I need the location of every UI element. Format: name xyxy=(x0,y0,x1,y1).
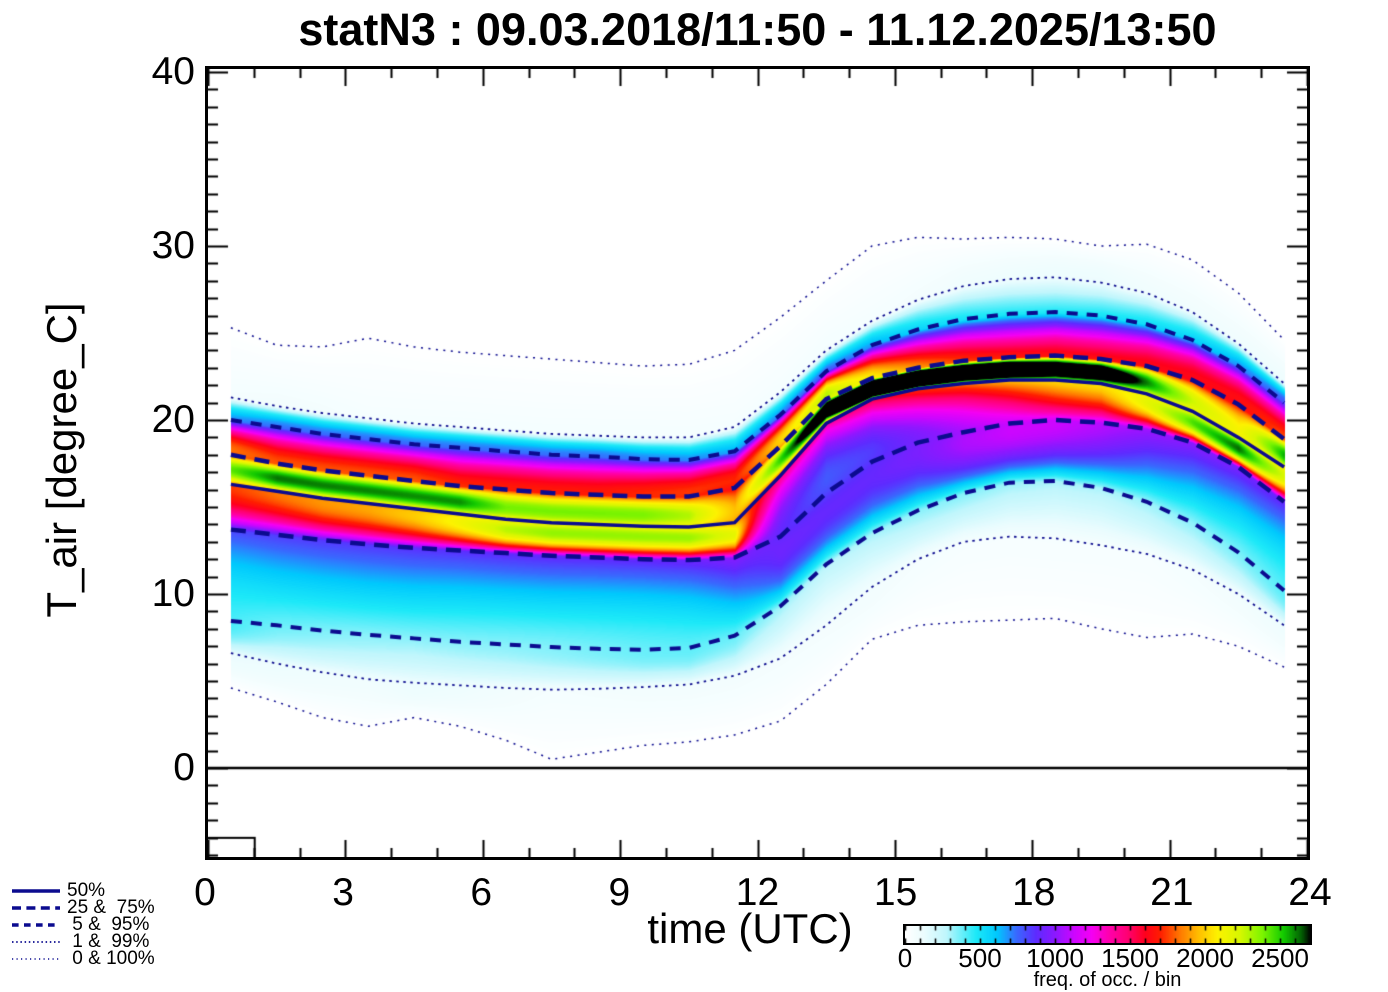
legend-label: 0 & 100% xyxy=(67,947,155,969)
colorbar-tick-label: 500 xyxy=(958,943,1002,973)
colorbar-tick-label: 2500 xyxy=(1251,943,1309,973)
colorbar-tick-label: 0 xyxy=(897,943,913,973)
legend-item: 25 & 75% xyxy=(10,897,155,919)
legend-item: 0 & 100% xyxy=(10,947,155,969)
x-tick-label: 3 xyxy=(332,871,354,914)
chart-title: statN3 : 09.03.2018/11:50 - 11.12.2025/1… xyxy=(298,4,1217,55)
legend-item: 5 & 95% xyxy=(10,913,155,935)
legend-item: 50% xyxy=(10,880,155,902)
legend-line-sample-dot_fine xyxy=(12,957,60,960)
colorbar-tick-label: 2000 xyxy=(1176,943,1234,973)
colorbar-caption: freq. of occ. / bin xyxy=(1033,969,1182,991)
x-tick-label: 9 xyxy=(608,871,631,914)
x-tick-label: 6 xyxy=(470,871,493,914)
colorbar-tick-label: 1500 xyxy=(1101,943,1159,973)
y-tick-label: 0 xyxy=(173,746,195,789)
colorbar xyxy=(903,924,1312,945)
colorbar-gradient xyxy=(905,926,1310,943)
x-axis-title: time (UTC) xyxy=(647,905,853,952)
legend-line-sample-dot xyxy=(12,940,60,943)
heatmap-canvas xyxy=(208,69,1307,857)
legend-label: 1 & 99% xyxy=(67,930,150,952)
colorbar-tick-label: 1000 xyxy=(1026,943,1084,973)
x-tick-label: 0 xyxy=(194,871,216,914)
legend-item: 1 & 99% xyxy=(10,930,155,952)
legend-line-sample-dash xyxy=(12,923,60,927)
x-tick-label: 24 xyxy=(1288,871,1332,914)
y-tick-label: 30 xyxy=(151,224,195,267)
legend-line-sample-dash_long xyxy=(12,906,60,910)
legend-line-sample-solid xyxy=(12,889,60,894)
legend-label: 5 & 95% xyxy=(67,913,150,935)
legend-label: 50% xyxy=(67,880,106,902)
x-tick-label: 21 xyxy=(1150,871,1194,914)
y-tick-label: 10 xyxy=(151,572,195,615)
x-tick-label: 15 xyxy=(873,871,918,914)
percentile-legend: 50% 25 & 75% 5 & 95% 1 & 99% 0 & 100% xyxy=(10,880,155,969)
x-tick-label: 18 xyxy=(1012,871,1056,914)
y-tick-label: 20 xyxy=(151,398,195,441)
x-tick-label: 12 xyxy=(735,871,780,914)
legend-label: 25 & 75% xyxy=(67,897,155,919)
y-axis-title: T_air [degree_C] xyxy=(38,302,85,618)
y-tick-label: 40 xyxy=(151,50,195,93)
